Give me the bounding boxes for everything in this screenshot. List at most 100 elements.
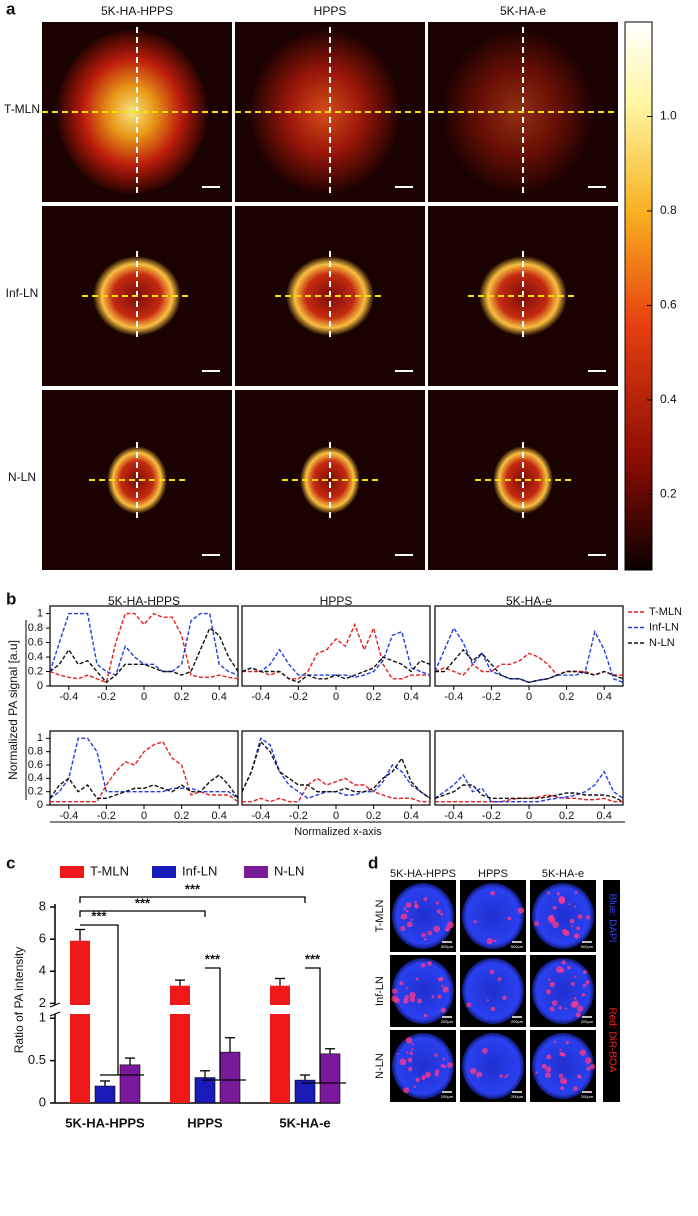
legend-label: N-LN — [649, 637, 675, 649]
red-speckle — [405, 987, 409, 990]
red-speckle — [545, 1066, 552, 1073]
scale-label: 500μm — [441, 944, 454, 949]
red-speckle — [581, 993, 586, 997]
panel-label: a — [6, 0, 16, 18]
red-speckle — [578, 1075, 582, 1079]
red-speckle — [502, 995, 507, 1000]
red-speckle — [414, 900, 418, 904]
tissue — [532, 1033, 594, 1099]
y-tick-label: 0 — [39, 1094, 46, 1109]
red-speckle — [585, 1057, 592, 1064]
red-speckle — [497, 977, 502, 981]
red-speckle — [394, 997, 400, 1004]
red-speckle — [564, 1007, 568, 1010]
red-speckle — [423, 937, 427, 941]
tissue — [462, 958, 524, 1024]
tissue — [532, 958, 594, 1024]
x-tick-label: -0.4 — [444, 810, 463, 822]
red-speckle — [440, 1063, 445, 1069]
x-tick-label: 0.4 — [597, 810, 612, 822]
red-speckle — [573, 933, 580, 939]
plot-frame — [49, 605, 239, 687]
x-tick-label: 5K-HA-HPPS — [65, 1115, 145, 1130]
red-speckle — [559, 1048, 562, 1051]
red-speckle — [535, 1071, 538, 1074]
column-title: 5K-HA-HPPS — [108, 594, 180, 608]
y-tick-label: 8 — [39, 898, 46, 913]
tissue — [462, 883, 524, 949]
bar-base — [270, 1014, 290, 1103]
colorbar-tick-label: 0.6 — [660, 298, 677, 312]
red-speckle — [486, 999, 490, 1002]
tissue — [532, 883, 594, 949]
signal-line — [241, 740, 431, 799]
red-speckle — [560, 1086, 565, 1091]
x-tick-label: HPPS — [187, 1115, 223, 1130]
column-title: 5K-HA-e — [500, 4, 546, 18]
y-tick-label: 6 — [39, 931, 46, 946]
red-speckle — [435, 901, 440, 905]
x-axis-label: Normalized x-axis — [294, 826, 382, 838]
significance-label: *** — [185, 881, 201, 896]
row-label: Inf-LN — [374, 976, 386, 1006]
red-speckle — [444, 1065, 447, 1068]
y-tick-label: 1 — [39, 1010, 46, 1025]
column-title: 5K-HA-HPPS — [390, 868, 456, 880]
red-speckle — [415, 1077, 420, 1083]
x-tick-label: 0 — [526, 810, 532, 822]
column-title: HPPS — [478, 868, 508, 880]
bar — [170, 985, 190, 1005]
red-speckle — [399, 981, 404, 986]
red-speckle — [551, 1000, 558, 1006]
legend-label: T-MLN — [90, 863, 129, 878]
red-speckle — [585, 980, 590, 985]
stain-label: Blue: DAPI — [606, 894, 617, 943]
y-tick-label: 1 — [37, 608, 43, 620]
red-speckle — [576, 1005, 584, 1012]
significance-label: *** — [91, 908, 107, 923]
red-speckle — [558, 895, 566, 903]
x-tick-label: 5K-HA-e — [279, 1115, 330, 1130]
x-tick-label: -0.4 — [444, 691, 463, 703]
tissue — [107, 446, 167, 514]
red-speckle — [569, 918, 575, 924]
signal-line — [49, 612, 239, 684]
red-speckle — [420, 963, 426, 968]
red-speckle — [558, 1006, 563, 1010]
row-label: N-LN — [8, 470, 36, 484]
plot-frame — [49, 730, 239, 806]
red-speckle — [408, 1066, 413, 1072]
row-label: Inf-LN — [6, 286, 39, 300]
red-speckle — [546, 891, 550, 895]
x-tick-label: -0.4 — [251, 691, 270, 703]
red-speckle — [549, 914, 554, 919]
red-speckle — [574, 975, 577, 979]
red-speckle — [548, 978, 551, 981]
x-tick-label: 0 — [526, 691, 532, 703]
red-speckle — [434, 1053, 438, 1057]
red-speckle — [499, 1074, 503, 1078]
red-speckle — [570, 1001, 578, 1008]
legend-swatch — [244, 866, 268, 878]
scale-label: 200μm — [441, 1094, 454, 1099]
red-speckle — [401, 913, 408, 920]
red-speckle — [405, 909, 409, 913]
significance-bracket — [79, 910, 206, 917]
column-title: 5K-HA-HPPS — [101, 4, 173, 18]
red-speckle — [423, 897, 428, 902]
signal-line — [242, 622, 430, 680]
axis-break — [49, 1002, 61, 1008]
legend-label: T-MLN — [649, 606, 682, 618]
red-speckle — [473, 920, 477, 924]
legend-label: N-LN — [274, 863, 304, 878]
signal-line — [241, 737, 431, 800]
x-tick-label: 0.2 — [559, 810, 574, 822]
red-speckle — [416, 998, 422, 1004]
signal-line — [435, 794, 623, 803]
colorbar-tick-label: 0.2 — [660, 487, 677, 501]
red-speckle — [575, 1012, 581, 1018]
red-speckle — [403, 1087, 410, 1094]
red-speckle — [549, 1006, 555, 1012]
red-speckle — [447, 1062, 453, 1068]
red-speckle — [409, 1051, 413, 1056]
